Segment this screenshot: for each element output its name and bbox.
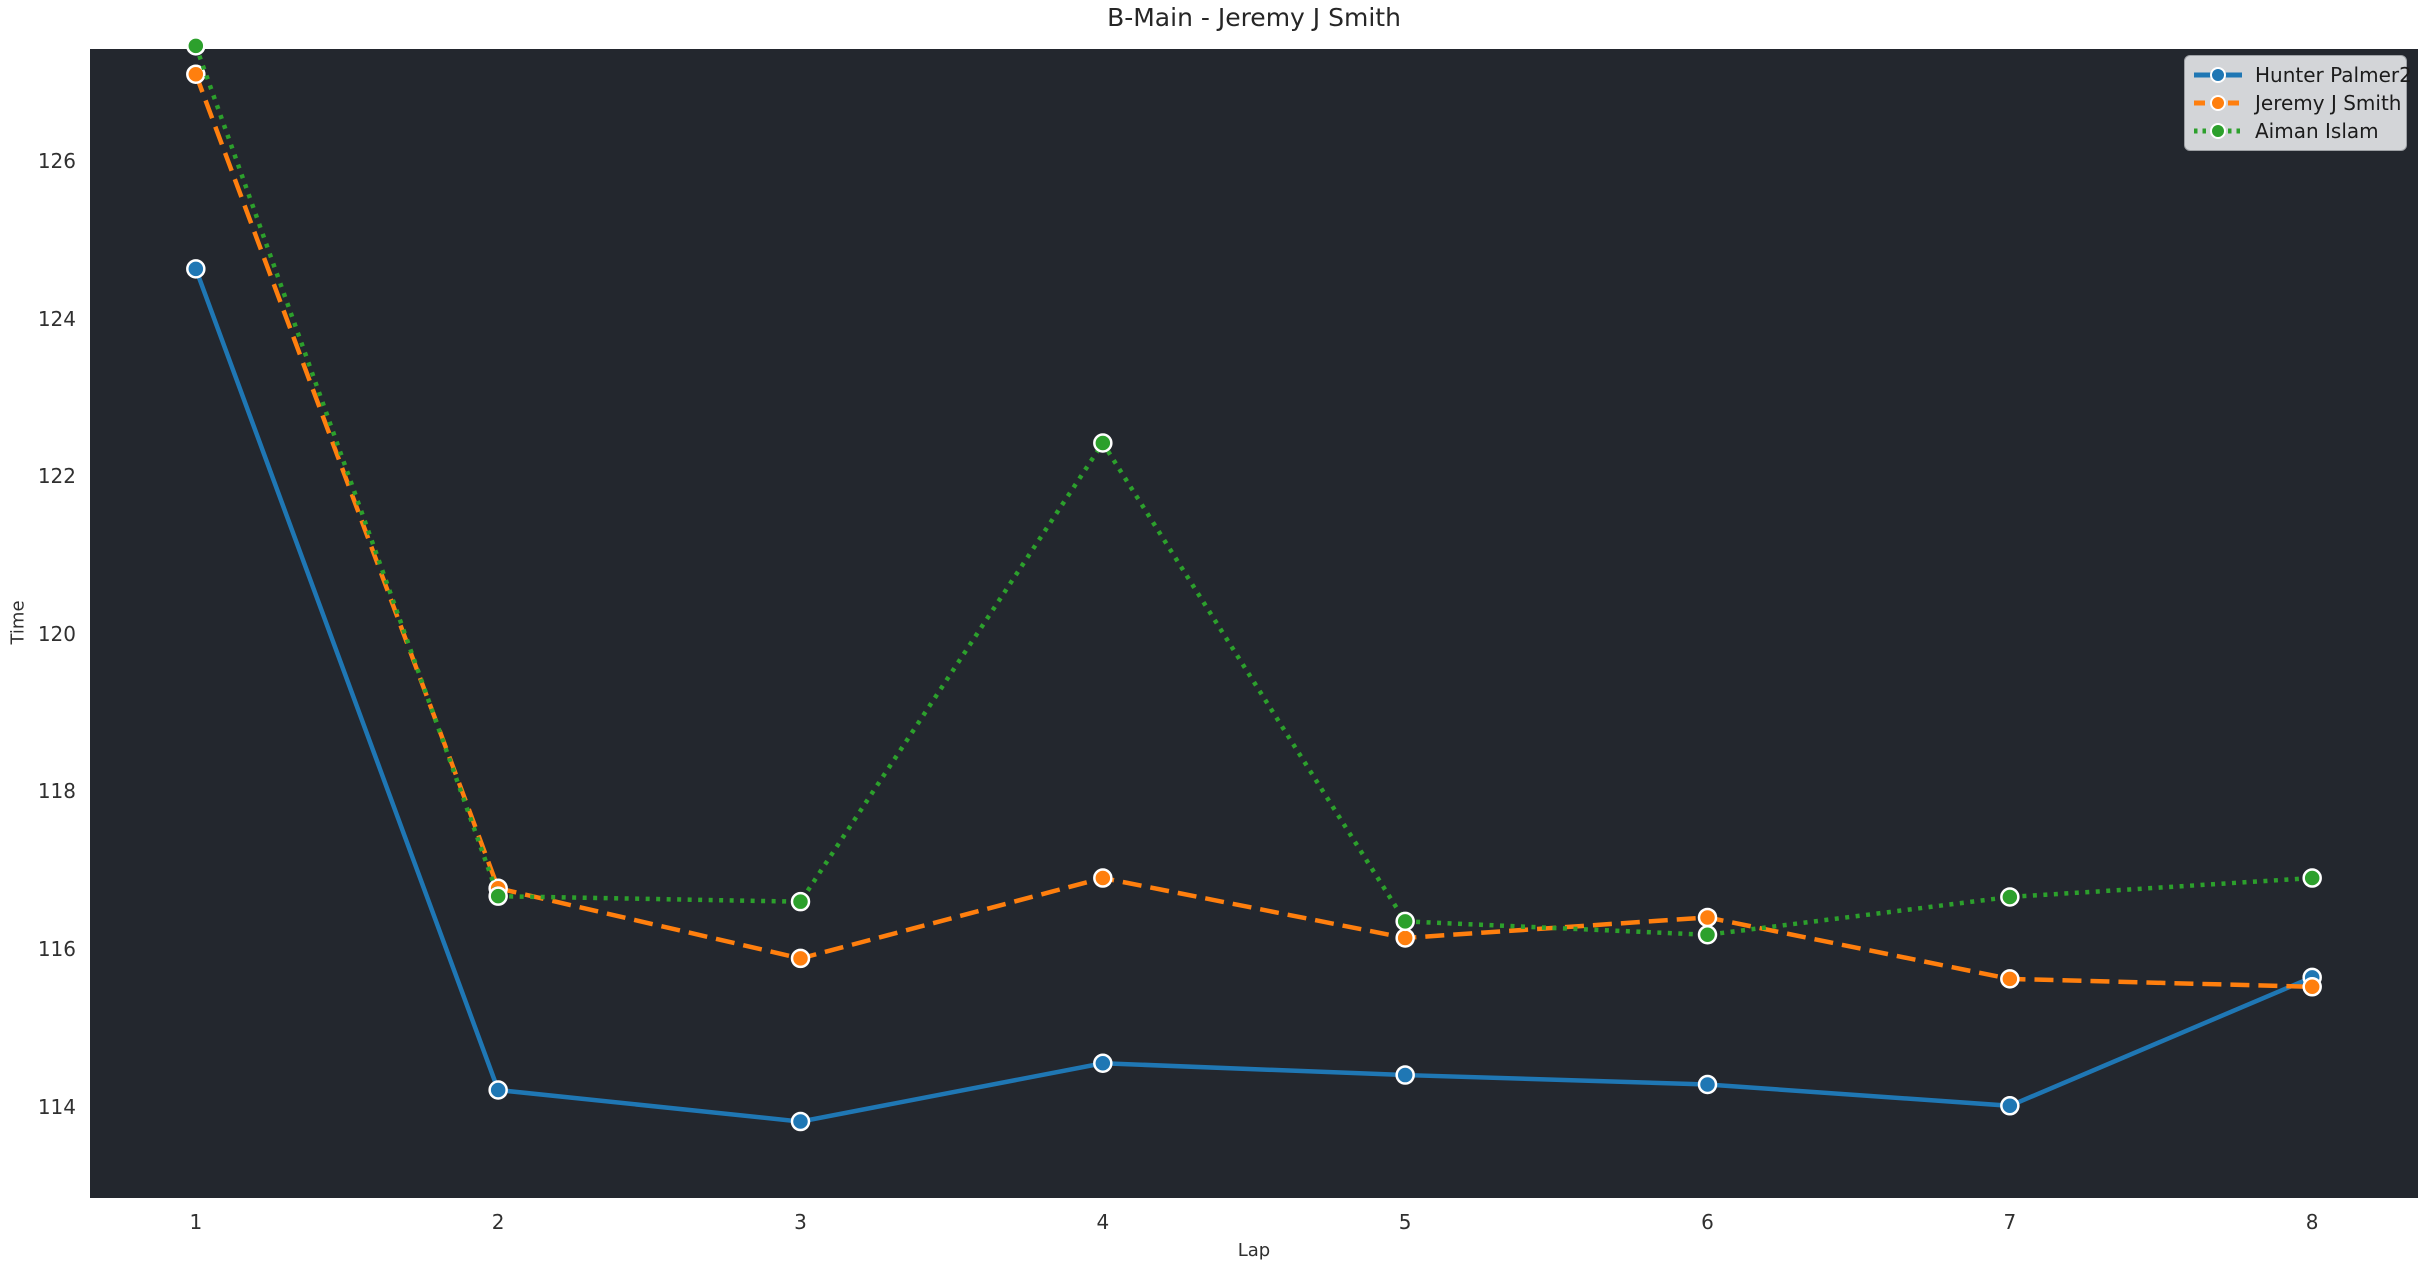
y-tick-label: 114	[37, 1094, 76, 1119]
x-tick-label: 8	[2305, 1210, 2319, 1234]
series-line-solid	[193, 268, 2314, 1124]
y-tick-label: 120	[37, 621, 76, 646]
data-point-marker	[2000, 1096, 2020, 1116]
legend-label: Hunter Palmer2	[2255, 63, 2412, 87]
legend-marker-icon	[2210, 123, 2226, 139]
y-tick-label: 126	[37, 148, 76, 173]
legend-label: Jeremy J Smith	[2255, 91, 2402, 115]
data-point-marker	[1697, 1074, 1718, 1095]
data-point-marker	[1395, 928, 1415, 948]
legend-item: Hunter Palmer2	[2193, 61, 2412, 89]
data-point-marker	[1093, 1053, 1113, 1073]
legend-label: Aiman Islam	[2255, 119, 2379, 143]
legend-marker-icon	[2210, 67, 2226, 83]
series-line-dashed	[193, 73, 2313, 990]
legend-line-sample	[2194, 67, 2242, 83]
data-point-marker	[790, 891, 811, 912]
y-tick-label: 118	[37, 779, 76, 804]
data-point-marker	[790, 1111, 811, 1132]
x-tick-label: 4	[1096, 1210, 1110, 1234]
x-tick-label: 2	[491, 1210, 505, 1234]
data-point-marker	[2000, 969, 2020, 989]
y-tick-label: 116	[37, 936, 76, 961]
legend-item: Jeremy J Smith	[2193, 89, 2402, 117]
legend-line-sample	[2194, 95, 2242, 111]
x-tick-label: 1	[189, 1210, 203, 1234]
data-point-marker	[2302, 868, 2322, 888]
chart-title: B-Main - Jeremy J Smith	[1107, 3, 1401, 32]
data-point-marker	[1395, 911, 1415, 932]
y-tick-label: 122	[37, 464, 76, 489]
x-tick-label: 6	[1701, 1210, 1714, 1234]
y-tick-label: 124	[37, 306, 76, 331]
data-point-marker	[186, 36, 206, 56]
data-point-marker	[1093, 433, 1113, 453]
data-point-marker	[1697, 907, 1718, 928]
legend: Hunter Palmer2 Jeremy J Smith Aiman Islam	[2184, 55, 2412, 151]
x-tick-label: 5	[1398, 1210, 1412, 1234]
series-line-dotted	[193, 45, 2313, 938]
legend-line-sample	[2194, 123, 2242, 139]
legend-marker-icon	[2210, 95, 2226, 111]
legend-item: Aiman Islam	[2193, 117, 2398, 145]
data-point-marker	[2000, 887, 2020, 907]
data-point-marker	[1093, 868, 1113, 888]
x-tick-label: 3	[794, 1210, 807, 1234]
x-tick-label: 7	[2003, 1210, 2017, 1234]
data-point-marker	[1697, 925, 1718, 945]
data-point-marker	[790, 948, 811, 969]
data-point-marker	[1395, 1065, 1415, 1085]
data-point-marker	[186, 259, 206, 279]
data-point-marker	[488, 1080, 508, 1100]
data-point-marker	[186, 64, 206, 84]
data-point-marker	[488, 886, 508, 906]
x-axis-label: Lap	[1237, 1240, 1271, 1261]
data-point-marker	[2302, 977, 2322, 997]
plot-area-background	[90, 49, 2418, 1198]
